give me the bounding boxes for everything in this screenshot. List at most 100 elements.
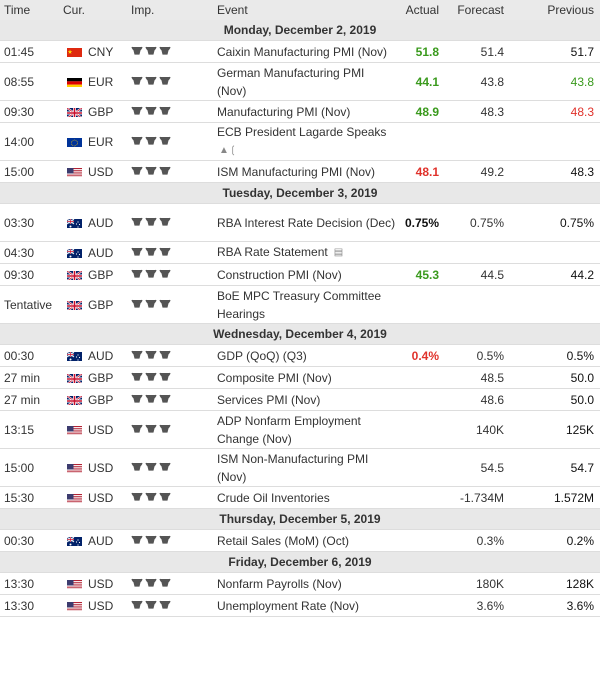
header-forecast[interactable]: Forecast: [445, 0, 510, 20]
event-title[interactable]: Unemployment Rate (Nov): [217, 598, 360, 613]
event-title[interactable]: RBA Rate Statement: [217, 245, 328, 260]
bull-icon: [131, 216, 173, 230]
event-name[interactable]: Services PMI (Nov): [217, 388, 400, 411]
event-name[interactable]: German Manufacturing PMI (Nov): [217, 62, 400, 101]
event-title[interactable]: RBA Interest Rate Decision (Dec): [217, 215, 396, 230]
event-time: 13:30: [0, 572, 63, 595]
event-name[interactable]: Nonfarm Payrolls (Nov): [217, 572, 400, 595]
eu-flag-icon: [67, 137, 82, 147]
importance-icons: [131, 241, 217, 264]
event-name[interactable]: Manufacturing PMI (Nov): [217, 100, 400, 123]
event-title[interactable]: ISM Non-Manufacturing PMI (Nov): [217, 451, 369, 484]
bull-icon: [131, 371, 173, 385]
event-name[interactable]: BoE MPC Treasury Committee Hearings: [217, 285, 400, 324]
event-title[interactable]: Manufacturing PMI (Nov): [217, 104, 351, 119]
header-importance[interactable]: Imp.: [131, 0, 217, 20]
event-name[interactable]: Composite PMI (Nov): [217, 366, 400, 389]
event-name[interactable]: ISM Non-Manufacturing PMI (Nov): [217, 448, 400, 487]
importance-icons: [131, 486, 217, 509]
event-row[interactable]: 13:30 USD Unemployment Rate (Nov) 3.6% 3.6%: [0, 594, 600, 617]
header-event[interactable]: Event: [217, 0, 400, 20]
event-title[interactable]: BoE MPC Treasury Committee Hearings: [217, 288, 382, 321]
event-title[interactable]: German Manufacturing PMI (Nov): [217, 65, 365, 98]
event-actual: 48.9: [400, 100, 445, 123]
event-time: 15:00: [0, 448, 63, 487]
event-previous: [510, 122, 600, 161]
event-time: 13:30: [0, 594, 63, 617]
event-row[interactable]: 15:30 USD Crude Oil Inventories -1.734M 1.57…: [0, 486, 600, 509]
event-name[interactable]: Unemployment Rate (Nov): [217, 594, 400, 617]
event-time: Tentative: [0, 285, 63, 324]
event-time: 27 min: [0, 388, 63, 411]
event-title[interactable]: Construction PMI (Nov): [217, 267, 342, 282]
event-name[interactable]: RBA Rate Statement ▤: [217, 241, 400, 264]
event-forecast: 49.2: [445, 160, 510, 183]
event-name[interactable]: ADP Nonfarm Employment Change (Nov): [217, 410, 400, 449]
event-title[interactable]: Crude Oil Inventories: [217, 490, 330, 505]
event-title[interactable]: ADP Nonfarm Employment Change (Nov): [217, 413, 361, 446]
event-row[interactable]: 08:55 EUR German Manufacturing PMI (Nov) 44…: [0, 62, 600, 101]
event-currency: USD: [63, 160, 131, 183]
event-row[interactable]: 09:30 GBP Manufacturing PMI (Nov) 48.9 48.3 4…: [0, 100, 600, 123]
currency-code: GBP: [88, 297, 114, 312]
header-currency[interactable]: Cur.: [63, 0, 131, 20]
event-name[interactable]: Construction PMI (Nov): [217, 263, 400, 286]
bull-icon: [131, 45, 173, 59]
event-forecast: 180K: [445, 572, 510, 595]
event-title[interactable]: Nonfarm Payrolls (Nov): [217, 576, 342, 591]
header-previous[interactable]: Previous: [510, 0, 600, 20]
event-name[interactable]: Retail Sales (MoM) (Oct): [217, 529, 400, 552]
event-previous: 125K: [510, 410, 600, 449]
event-row[interactable]: 09:30 GBP Construction PMI (Nov) 45.3 44.5 44…: [0, 263, 600, 286]
event-actual: 48.1: [400, 160, 445, 183]
bull-icon: [131, 393, 173, 407]
event-time: 27 min: [0, 366, 63, 389]
event-title[interactable]: ECB President Lagarde Speaks: [217, 125, 387, 140]
event-row[interactable]: 15:00 USD ISM Non-Manufacturing PMI (Nov) 5…: [0, 448, 600, 487]
event-name[interactable]: Caixin Manufacturing PMI (Nov): [217, 40, 400, 63]
event-row[interactable]: 13:15 USD ADP Nonfarm Employment Change (N…: [0, 410, 600, 449]
importance-icons: [131, 203, 217, 242]
event-title[interactable]: Caixin Manufacturing PMI (Nov): [217, 44, 388, 59]
event-name[interactable]: GDP (QoQ) (Q3): [217, 344, 400, 367]
event-row[interactable]: 13:30 USD Nonfarm Payrolls (Nov) 180K 128K: [0, 572, 600, 595]
event-name[interactable]: ISM Manufacturing PMI (Nov): [217, 160, 400, 183]
bull-icon: [131, 577, 173, 591]
header-actual[interactable]: Actual: [400, 0, 445, 20]
day-label: Monday, December 2, 2019: [0, 20, 600, 41]
us-flag-icon: [67, 579, 82, 589]
event-currency: GBP: [63, 285, 131, 324]
event-actual: [400, 241, 445, 264]
event-name[interactable]: Crude Oil Inventories: [217, 486, 400, 509]
event-title[interactable]: ISM Manufacturing PMI (Nov): [217, 164, 376, 179]
event-previous: [510, 241, 600, 264]
event-row[interactable]: 27 min GBP Composite PMI (Nov) 48.5 50.0: [0, 366, 600, 389]
event-row[interactable]: 00:30 AUD GDP (QoQ) (Q3) 0.4% 0.5% 0.5%: [0, 344, 600, 367]
us-flag-icon: [67, 167, 82, 177]
event-row[interactable]: Tentative GBP BoE MPC Treasury Committee H…: [0, 285, 600, 324]
header-time[interactable]: Time: [0, 0, 63, 20]
event-row[interactable]: 04:30 AUD RBA Rate Statement ▤: [0, 241, 600, 264]
event-row[interactable]: 15:00 USD ISM Manufacturing PMI (Nov) 48.1 4…: [0, 160, 600, 183]
event-forecast: 43.8: [445, 62, 510, 101]
event-forecast: [445, 122, 510, 161]
event-row[interactable]: 03:30 AUD RBA Interest Rate Decision (Dec)…: [0, 203, 600, 242]
de-flag-icon: [67, 77, 82, 87]
event-previous: 1.572M: [510, 486, 600, 509]
event-name[interactable]: ECB President Lagarde Speaks ▲❲: [217, 122, 400, 161]
event-row[interactable]: 01:45 CNY Caixin Manufacturing PMI (Nov) 51…: [0, 40, 600, 63]
event-forecast: [445, 241, 510, 264]
event-currency: EUR: [63, 122, 131, 161]
event-row[interactable]: 14:00 EUR ECB President Lagarde Speaks ▲❲: [0, 122, 600, 161]
event-previous: 0.75%: [510, 203, 600, 242]
currency-code: GBP: [88, 392, 114, 407]
event-title[interactable]: Retail Sales (MoM) (Oct): [217, 533, 350, 548]
event-name[interactable]: RBA Interest Rate Decision (Dec): [217, 203, 400, 242]
event-row[interactable]: 00:30 AUD Retail Sales (MoM) (Oct) 0.3% 0.2%: [0, 529, 600, 552]
event-title[interactable]: Composite PMI (Nov): [217, 370, 332, 385]
event-title[interactable]: GDP (QoQ) (Q3): [217, 348, 307, 363]
event-row[interactable]: 27 min GBP Services PMI (Nov) 48.6 50.0: [0, 388, 600, 411]
event-forecast: 48.6: [445, 388, 510, 411]
event-title[interactable]: Services PMI (Nov): [217, 392, 321, 407]
event-actual: [400, 572, 445, 595]
